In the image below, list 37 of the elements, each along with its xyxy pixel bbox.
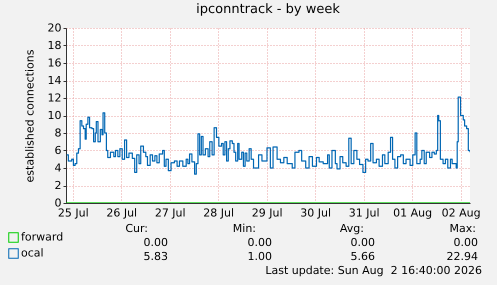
legend-label: forward [21, 230, 64, 244]
y-tick-label: 8 [54, 126, 62, 140]
text: Max: [450, 222, 476, 235]
legend-label: ocal [21, 246, 44, 260]
x-tick-label: 26 Jul [106, 206, 138, 220]
text: 0.00 [454, 236, 478, 249]
x-tick-label: 30 Jul [300, 206, 332, 220]
chart-title: ipconntrack - by week [196, 2, 340, 17]
x-tick-label: 02 Aug [442, 206, 481, 220]
text: 5.83 [144, 250, 168, 263]
x-tick-label: 01 Aug [393, 206, 432, 220]
text: 1.00 [248, 250, 272, 263]
y-tick-label: 12 [48, 92, 62, 104]
text: Avg: [340, 222, 364, 235]
x-tick-label: 29 Jul [252, 206, 283, 220]
y-tick-label: 16 [48, 56, 62, 70]
text: 0.00 [350, 236, 375, 249]
text: Last update: Sun Aug 2 16:40:00 2026 [265, 264, 482, 277]
text: 5.66 [350, 250, 375, 263]
x-tick-label: 27 Jul [154, 206, 186, 220]
text: 0.00 [248, 236, 272, 249]
y-tick-label: 4 [54, 162, 62, 174]
y-axis-title: established connections [24, 49, 37, 182]
text: Cur: [125, 222, 148, 235]
y-tick-label: 14 [48, 74, 62, 87]
text: Min: [232, 222, 256, 235]
y-tick-label: 10 [48, 109, 62, 122]
x-tick-label: 28 Jul [203, 206, 234, 220]
x-tick-label: 25 Jul [58, 206, 89, 220]
text: 22.94 [446, 250, 478, 263]
x-tick-label: 31 Jul [348, 206, 380, 220]
y-tick-label: 0 [54, 196, 62, 210]
y-tick-label: 20 [48, 22, 62, 34]
y-tick-label: 2 [54, 179, 62, 192]
text: 0.00 [144, 236, 168, 249]
y-tick-label: 18 [48, 39, 62, 52]
y-tick-label: 6 [54, 144, 62, 157]
